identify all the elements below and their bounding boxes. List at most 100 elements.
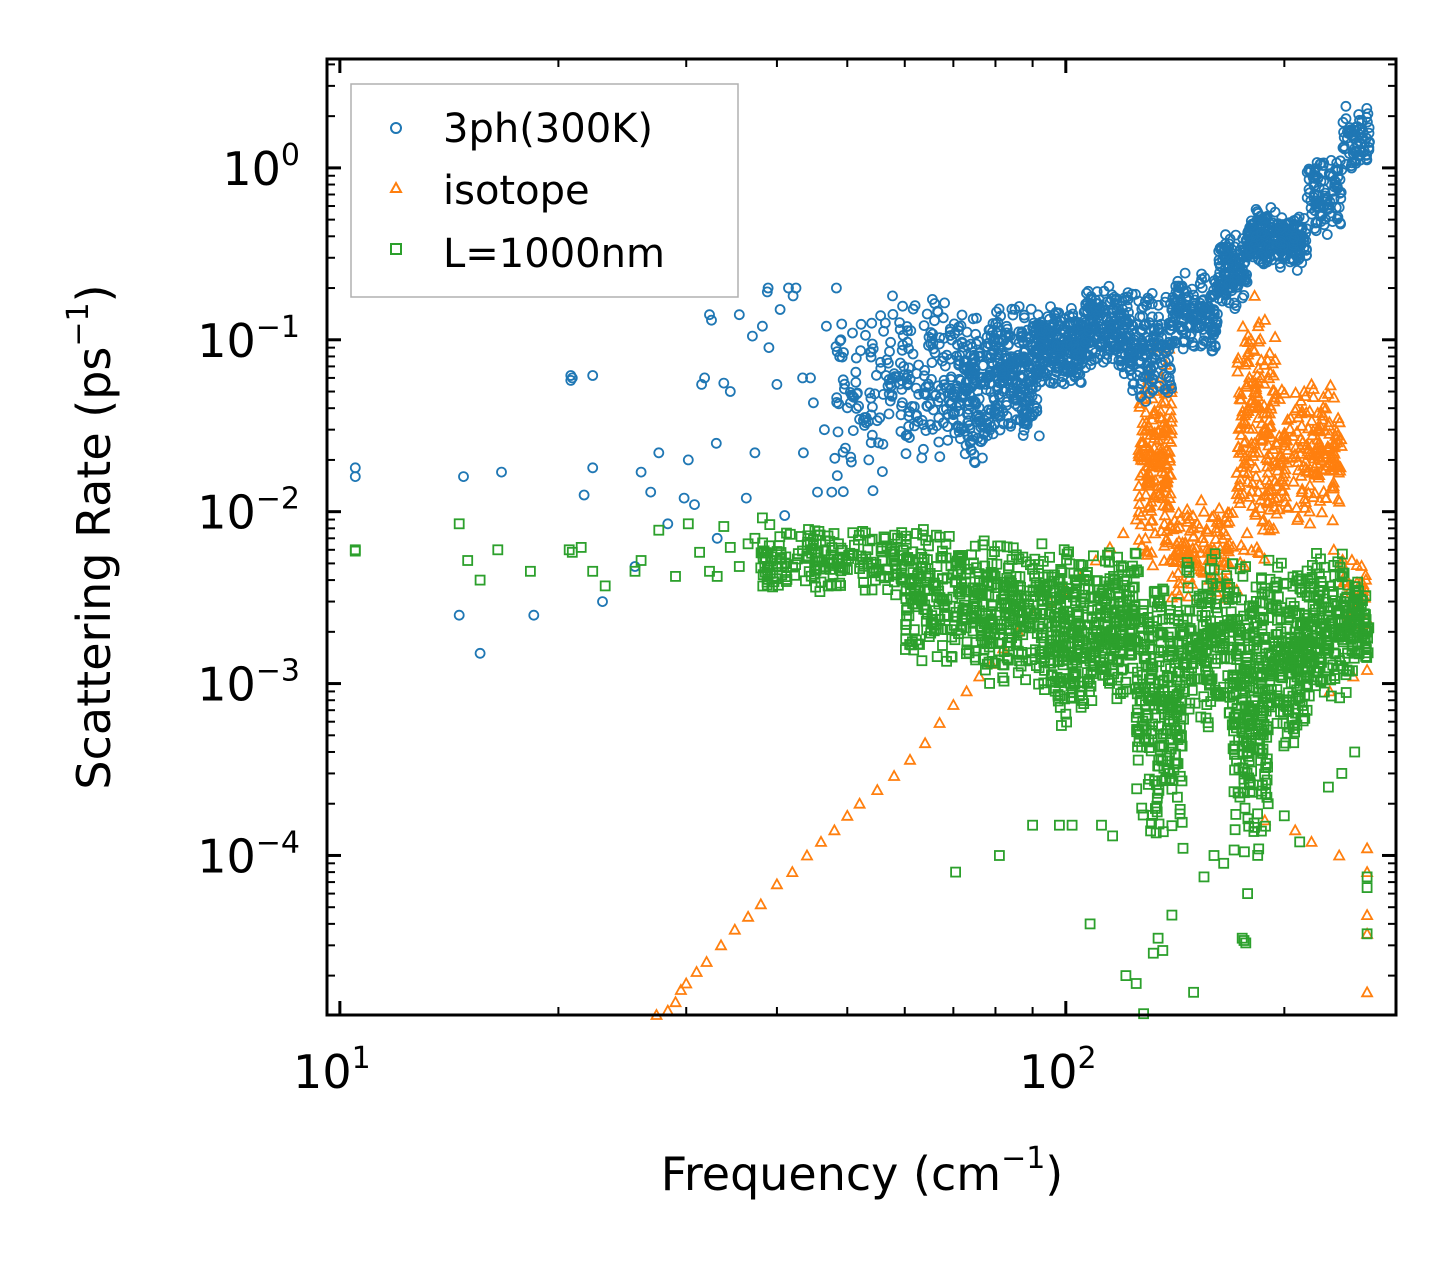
point-3ph-300k-: [865, 351, 877, 363]
point-isotope: [1180, 502, 1194, 515]
point-l-1000nm: [773, 540, 785, 551]
point-isotope: [1359, 568, 1373, 580]
point-isotope: [1268, 491, 1282, 503]
point-l-1000nm: [931, 529, 942, 541]
point-l-1000nm: [916, 552, 928, 563]
point-3ph-300k-: [1345, 124, 1357, 136]
point-isotope: [1323, 378, 1338, 391]
point-isotope: [1306, 490, 1320, 503]
point-3ph-300k-: [1044, 354, 1056, 366]
point-3ph-300k-: [1137, 301, 1149, 313]
point-3ph-300k-: [1196, 282, 1208, 294]
point-isotope: [674, 983, 688, 995]
point-3ph-300k-: [1014, 390, 1026, 402]
point-3ph-300k-: [1019, 356, 1031, 368]
point-3ph-300k-: [1334, 174, 1346, 185]
point-isotope: [1250, 386, 1264, 399]
point-3ph-300k-: [1177, 343, 1189, 355]
point-3ph-300k-: [961, 361, 973, 373]
point-3ph-300k-: [1044, 376, 1055, 387]
point-3ph-300k-: [1363, 142, 1375, 153]
point-l-1000nm: [908, 624, 920, 636]
point-isotope: [1255, 514, 1270, 527]
point-isotope: [1163, 403, 1177, 416]
point-3ph-300k-: [1012, 400, 1024, 412]
point-3ph-300k-: [1147, 383, 1158, 395]
point-3ph-300k-: [689, 499, 700, 511]
point-isotope: [728, 922, 742, 935]
point-isotope: [1253, 501, 1267, 513]
point-3ph-300k-: [1321, 229, 1333, 240]
point-3ph-300k-: [704, 309, 715, 321]
point-isotope: [1234, 428, 1248, 440]
point-isotope: [1289, 386, 1303, 398]
point-l-1000nm: [886, 543, 898, 555]
point-l-1000nm: [849, 539, 860, 551]
point-3ph-300k-: [850, 376, 862, 388]
point-isotope: [1245, 484, 1259, 497]
point-3ph-300k-: [867, 401, 878, 413]
point-3ph-300k-: [1153, 299, 1164, 311]
point-isotope: [741, 909, 755, 922]
point-3ph-300k-: [984, 324, 996, 335]
point-isotope: [1246, 449, 1260, 461]
point-l-1000nm: [795, 531, 807, 542]
point-3ph-300k-: [757, 320, 768, 332]
point-isotope: [1234, 387, 1248, 400]
point-3ph-300k-: [1123, 355, 1135, 367]
point-3ph-300k-: [1023, 367, 1035, 378]
point-3ph-300k-: [1153, 311, 1164, 323]
point-3ph-300k-: [1318, 201, 1330, 213]
point-3ph-300k-: [740, 492, 752, 504]
point-l-1000nm: [934, 531, 946, 543]
point-3ph-300k-: [1211, 316, 1223, 328]
point-isotope: [1158, 422, 1172, 435]
point-isotope: [1275, 450, 1290, 463]
point-3ph-300k-: [1123, 306, 1134, 318]
point-3ph-300k-: [1007, 309, 1019, 321]
point-3ph-300k-: [875, 310, 886, 322]
point-isotope: [1262, 502, 1276, 515]
point-3ph-300k-: [797, 372, 808, 384]
point-isotope: [1244, 332, 1258, 345]
point-3ph-300k-: [954, 373, 965, 385]
point-3ph-300k-: [1018, 337, 1030, 349]
point-3ph-300k-: [1028, 406, 1040, 418]
point-isotope: [1168, 513, 1182, 526]
point-isotope: [1144, 513, 1158, 526]
point-isotope: [1267, 500, 1281, 512]
point-3ph-300k-: [1057, 371, 1068, 383]
point-isotope: [1138, 439, 1153, 452]
point-3ph-300k-: [1026, 390, 1038, 402]
point-l-1000nm: [946, 651, 958, 663]
point-3ph-300k-: [1044, 313, 1055, 325]
point-isotope: [1134, 453, 1148, 465]
point-3ph-300k-: [863, 454, 875, 466]
point-3ph-300k-: [1277, 240, 1289, 252]
point-3ph-300k-: [1287, 221, 1298, 233]
point-isotope: [1140, 544, 1154, 557]
point-isotope: [1210, 524, 1224, 537]
point-3ph-300k-: [883, 408, 895, 420]
point-3ph-300k-: [998, 376, 1009, 388]
point-isotope: [1280, 499, 1295, 512]
point-isotope: [1287, 474, 1301, 487]
point-3ph-300k-: [967, 313, 979, 325]
point-isotope: [679, 976, 693, 989]
point-l-1000nm: [954, 588, 966, 600]
point-3ph-300k-: [1127, 385, 1138, 396]
point-l-1000nm: [882, 584, 894, 595]
point-l-1000nm: [923, 631, 935, 642]
point-3ph-300k-: [896, 344, 908, 356]
point-isotope: [1183, 523, 1197, 536]
point-3ph-300k-: [1140, 296, 1151, 307]
point-3ph-300k-: [845, 397, 856, 409]
point-3ph-300k-: [1176, 325, 1188, 336]
point-3ph-300k-: [865, 346, 877, 358]
point-3ph-300k-: [1089, 320, 1101, 331]
point-3ph-300k-: [1315, 216, 1327, 228]
point-3ph-300k-: [995, 310, 1006, 322]
point-isotope: [1242, 370, 1256, 383]
point-3ph-300k-: [982, 337, 994, 349]
point-3ph-300k-: [1261, 213, 1273, 225]
